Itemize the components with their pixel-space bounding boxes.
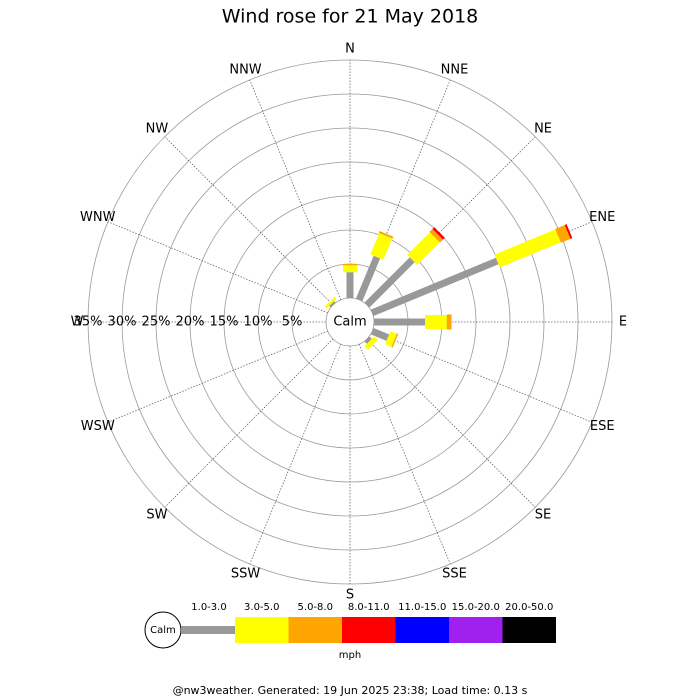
legend-swatch bbox=[502, 617, 556, 643]
spoke bbox=[107, 330, 328, 423]
rose-segment bbox=[564, 224, 573, 239]
rose-segment bbox=[494, 229, 561, 268]
legend-swatch bbox=[181, 626, 235, 634]
legend-unit: mph bbox=[339, 650, 361, 661]
legend-label: 11.0-15.0 bbox=[398, 602, 446, 613]
legend-swatch bbox=[449, 617, 503, 643]
legend-label: 15.0-20.0 bbox=[452, 602, 500, 613]
rose-segment bbox=[370, 257, 499, 317]
direction-label: S bbox=[346, 588, 354, 603]
rose-segment bbox=[355, 255, 381, 302]
direction-label: NW bbox=[146, 121, 169, 136]
ring-label: 30% bbox=[108, 315, 137, 330]
legend-swatch bbox=[288, 617, 342, 643]
direction-label: NNW bbox=[229, 62, 261, 77]
legend-calm-label: Calm bbox=[150, 625, 176, 636]
rose-segment bbox=[378, 230, 394, 239]
legend-label: 8.0-11.0 bbox=[348, 602, 390, 613]
ring-label: 20% bbox=[176, 315, 205, 330]
spoke bbox=[358, 344, 451, 565]
ring-label: 15% bbox=[210, 315, 239, 330]
direction-label: ESE bbox=[590, 419, 615, 434]
direction-label: E bbox=[619, 315, 627, 330]
legend-swatch bbox=[395, 617, 449, 643]
calm-circle bbox=[325, 297, 375, 347]
rose-segment bbox=[364, 336, 372, 344]
calm-label: Calm bbox=[333, 315, 366, 330]
spoke bbox=[249, 79, 342, 300]
spoke bbox=[164, 338, 334, 508]
spoke bbox=[107, 221, 328, 314]
direction-label: ENE bbox=[589, 210, 615, 225]
direction-label: SSE bbox=[442, 567, 467, 582]
ring-label: 25% bbox=[142, 315, 171, 330]
rose-segment bbox=[391, 333, 399, 348]
direction-label: N bbox=[345, 42, 355, 57]
rose-segment bbox=[370, 233, 393, 260]
direction-label: WSW bbox=[81, 419, 115, 434]
rose-segment bbox=[429, 229, 443, 243]
rose-segment bbox=[364, 257, 415, 308]
spoke bbox=[366, 338, 536, 508]
direction-label: SW bbox=[146, 508, 167, 523]
legend-label: 3.0-5.0 bbox=[244, 602, 279, 613]
chart-title: Wind rose for 21 May 2018 bbox=[222, 6, 479, 28]
spoke bbox=[164, 136, 334, 306]
grid-ring bbox=[155, 127, 545, 517]
rose-segment bbox=[385, 331, 397, 347]
rose-segment bbox=[324, 296, 337, 309]
direction-label: SE bbox=[535, 508, 551, 523]
footer: @nw3weather. Generated: 19 Jun 2025 23:3… bbox=[173, 684, 528, 697]
spoke bbox=[372, 330, 593, 423]
direction-label: W bbox=[71, 315, 84, 330]
direction-label: NNE bbox=[441, 62, 469, 77]
rose-segment bbox=[407, 232, 440, 265]
legend-swatch bbox=[235, 617, 289, 643]
ring-label: 35% bbox=[74, 315, 103, 330]
direction-label: WNW bbox=[80, 210, 116, 225]
legend-label: 5.0-8.0 bbox=[298, 602, 333, 613]
legend-label: 1.0-3.0 bbox=[191, 602, 226, 613]
legend-label: 20.0-50.0 bbox=[505, 602, 553, 613]
ring-label: 5% bbox=[282, 315, 303, 330]
rose-segment bbox=[555, 224, 571, 243]
legend-swatch bbox=[342, 617, 396, 643]
ring-label: 10% bbox=[244, 315, 273, 330]
rose-segment bbox=[364, 336, 378, 350]
direction-label: SSW bbox=[231, 567, 261, 582]
direction-label: NE bbox=[534, 121, 552, 136]
rose-segment bbox=[432, 227, 445, 240]
rose-segment bbox=[370, 327, 390, 341]
spoke bbox=[249, 344, 342, 565]
